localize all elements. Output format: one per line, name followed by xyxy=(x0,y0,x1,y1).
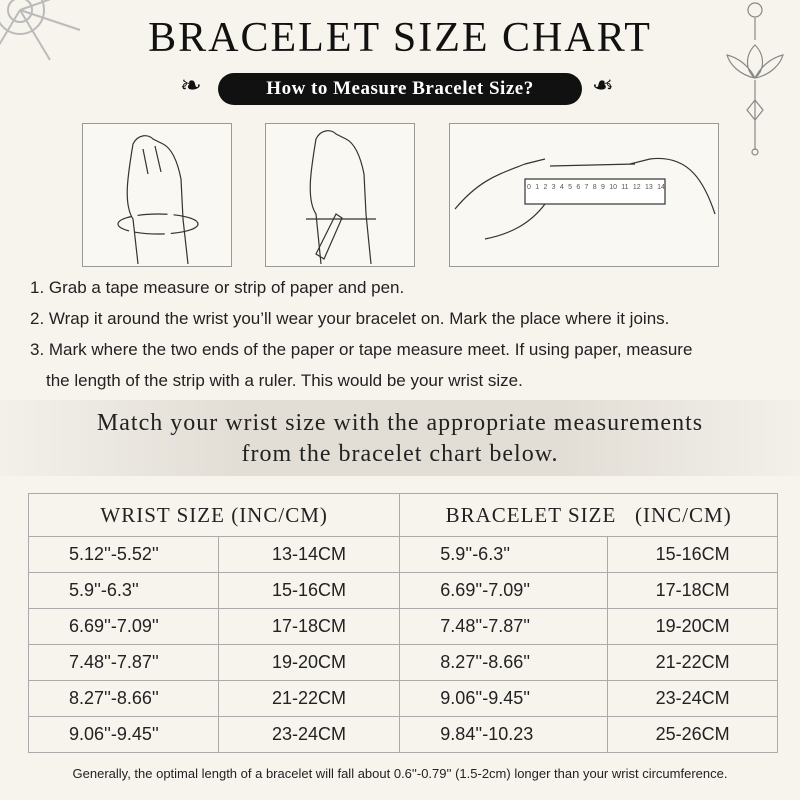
size-table: WRIST SIZE (INC/CM) BRACELET SIZE (INC/C… xyxy=(27,493,778,753)
table-row: 6.69''-7.09'' 17-18CM 7.48''-7.87'' 19-20CM xyxy=(28,608,778,645)
band-line-2: from the bracelet chart below. xyxy=(241,441,559,467)
cell-bracelet-inch: 6.69''-7.09'' xyxy=(399,572,609,609)
ruler-label: 10 xyxy=(609,184,617,191)
step-3: 3. Mark where the two ends of the paper … xyxy=(30,340,693,359)
cell-wrist-inch: 5.9''-6.3'' xyxy=(28,572,219,609)
ruler-labels: 0 1 2 3 4 5 6 7 8 9 10 11 12 13 14 xyxy=(527,184,665,191)
cell-bracelet-cm: 19-20CM xyxy=(607,608,778,645)
ruler-label: 1 xyxy=(535,184,540,191)
cell-bracelet-cm: 23-24CM xyxy=(607,680,778,717)
table-header-row: WRIST SIZE (INC/CM) BRACELET SIZE (INC/C… xyxy=(27,493,778,537)
cell-bracelet-inch: 8.27''-8.66'' xyxy=(399,644,609,681)
cell-wrist-cm: 23-24CM xyxy=(217,716,401,753)
cell-wrist-cm: 17-18CM xyxy=(217,608,401,645)
cell-bracelet-inch: 5.9''-6.3'' xyxy=(399,536,609,573)
match-instruction-band: Match your wrist size with the appropria… xyxy=(0,400,800,476)
ruler-label: 9 xyxy=(600,184,605,191)
swirl-left-icon: ❧ xyxy=(180,70,202,100)
cell-bracelet-cm: 17-18CM xyxy=(607,572,778,609)
table-row: 8.27''-8.66'' 21-22CM 9.06''-9.45'' 23-24CM xyxy=(28,680,778,717)
ruler-label: 5 xyxy=(568,184,572,191)
cell-wrist-cm: 13-14CM xyxy=(217,536,401,573)
step-1: 1. Grab a tape measure or strip of paper… xyxy=(30,278,405,297)
ruler-label: 7 xyxy=(584,184,589,191)
cell-bracelet-inch: 9.06''-9.45'' xyxy=(399,680,609,717)
ruler-label: 2 xyxy=(543,184,548,191)
subtitle-pill: How to Measure Bracelet Size? xyxy=(218,73,582,105)
lotus-ornament-icon xyxy=(726,2,784,156)
cell-wrist-cm: 15-16CM xyxy=(217,572,401,609)
ruler-label: 3 xyxy=(551,184,556,191)
header-wrist-size: WRIST SIZE (INC/CM) xyxy=(27,493,401,537)
cell-bracelet-inch: 7.48''-7.87'' xyxy=(399,608,609,645)
ruler-label: 13 xyxy=(645,184,653,191)
swirl-right-icon: ❧ xyxy=(592,70,614,100)
cell-bracelet-cm: 25-26CM xyxy=(607,716,778,753)
mandala-ornament-icon xyxy=(0,0,81,61)
ruler-label: 12 xyxy=(632,184,641,191)
cell-wrist-inch: 6.69''-7.09'' xyxy=(28,608,219,645)
step-3-continued: the length of the strip with a ruler. Th… xyxy=(46,371,523,390)
cell-wrist-inch: 9.06''-9.45'' xyxy=(28,716,219,753)
cell-wrist-inch: 8.27''-8.66'' xyxy=(28,680,219,717)
ruler-label: 8 xyxy=(592,184,597,191)
table-row: 5.9''-6.3'' 15-16CM 6.69''-7.09'' 17-18CM xyxy=(28,572,778,609)
header-bracelet-size: BRACELET SIZE (INC/CM) xyxy=(399,493,778,537)
ruler-label: 11 xyxy=(621,184,629,191)
ruler-label: 4 xyxy=(559,184,564,191)
cell-wrist-cm: 21-22CM xyxy=(217,680,401,717)
table-row: 7.48''-7.87'' 19-20CM 8.27''-8.66'' 21-22CM xyxy=(28,644,778,681)
ruler-label: 0 xyxy=(527,184,531,191)
cell-bracelet-inch: 9.84''-10.23 xyxy=(399,716,609,753)
cell-bracelet-cm: 15-16CM xyxy=(607,536,778,573)
footer-note: Generally, the optimal length of a brace… xyxy=(72,766,728,781)
instructions: 1. Grab a tape measure or strip of paper… xyxy=(30,272,790,396)
illustration-mark-pen xyxy=(265,123,415,267)
cell-wrist-inch: 7.48''-7.87'' xyxy=(28,644,219,681)
hand-pen-icon xyxy=(306,130,376,265)
table-row: 5.12''-5.52'' 13-14CM 5.9''-6.3'' 15-16CM xyxy=(28,536,778,573)
hands-ruler-icon xyxy=(454,157,716,240)
ruler-label: 14 xyxy=(657,184,665,191)
cell-wrist-cm: 19-20CM xyxy=(217,644,401,681)
step-2: 2. Wrap it around the wrist you’ll wear … xyxy=(30,309,670,328)
cell-wrist-inch: 5.12''-5.52'' xyxy=(28,536,219,573)
band-line-1: Match your wrist size with the appropria… xyxy=(96,410,704,436)
page-title: BRACELET SIZE CHART xyxy=(148,15,652,61)
cell-bracelet-cm: 21-22CM xyxy=(607,644,778,681)
ruler-label: 6 xyxy=(576,184,581,191)
table-row: 9.06''-9.45'' 23-24CM 9.84''-10.23 25-26CM xyxy=(28,716,778,753)
illustration-ruler: 0 1 2 3 4 5 6 7 8 9 10 11 12 13 14 xyxy=(449,123,719,267)
hand-tape-icon xyxy=(117,135,199,265)
illustration-wrap-tape xyxy=(82,123,232,267)
